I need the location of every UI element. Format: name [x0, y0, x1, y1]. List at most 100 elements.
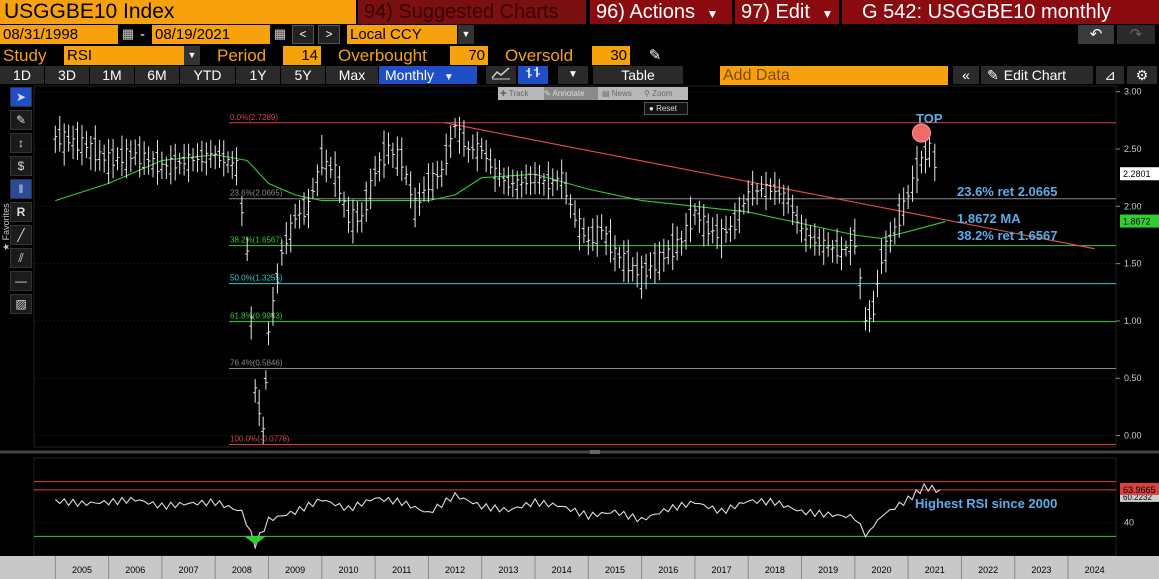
- redo-button[interactable]: ↷: [1117, 25, 1155, 44]
- period-input[interactable]: 14: [283, 46, 321, 65]
- header-bar: USGGBE10 Index 94) Suggested Charts 96) …: [0, 0, 1159, 24]
- ma-annotation: 1.8672 MA: [957, 211, 1021, 226]
- rsi-annotation: Highest RSI since 2000: [915, 496, 1057, 511]
- rsi-last-label: 63.9665: [1123, 485, 1156, 495]
- line-chart-icon[interactable]: [486, 66, 516, 84]
- x-tick-label: 2016: [658, 565, 678, 575]
- date-range-bar: 08/31/1998 ▦ - 08/19/2021 ▦ < > Local CC…: [0, 25, 1159, 45]
- channel-icon[interactable]: ⫽: [10, 248, 32, 268]
- x-tick-label: 2007: [179, 565, 199, 575]
- zoom-button[interactable]: ⚲ Zoom: [644, 87, 684, 100]
- edit-chart-button[interactable]: ✎ Edit Chart: [981, 66, 1093, 84]
- last-ma-tag: [1120, 214, 1159, 228]
- edit-menu[interactable]: 97) Edit ▼: [735, 0, 839, 24]
- price-tick-label: 1.00: [1124, 316, 1142, 326]
- gear-icon[interactable]: ⚙: [1127, 66, 1157, 84]
- x-tick-label: 2019: [818, 565, 838, 575]
- chevron-down-icon: ▼: [706, 7, 719, 21]
- ma-line: [55, 154, 946, 239]
- top-marker: [911, 123, 931, 143]
- period-button-1d[interactable]: 1D: [0, 66, 44, 84]
- x-tick-label: 2015: [605, 565, 625, 575]
- chevron-down-icon: ▼: [821, 7, 834, 21]
- study-select[interactable]: RSI: [64, 46, 184, 65]
- edit-chart-label: Edit Chart: [1003, 67, 1066, 83]
- fib-level-label: 61.8%(0.9943): [230, 312, 283, 321]
- reset-icon: ●: [649, 104, 654, 113]
- percent-tool-icon[interactable]: ↕: [10, 133, 32, 153]
- x-tick-label: 2014: [552, 565, 572, 575]
- rsi-last-tag: [1120, 482, 1159, 495]
- prev-period-button[interactable]: <: [292, 25, 314, 44]
- trendline-icon[interactable]: ╱: [10, 225, 32, 245]
- end-date-field[interactable]: 08/19/2021: [152, 25, 270, 44]
- pointer-icon[interactable]: ➤: [10, 87, 32, 107]
- collapse-icon[interactable]: «: [953, 66, 979, 84]
- price-tick-label: 0.50: [1124, 373, 1142, 383]
- price-panel: [33, 85, 1117, 448]
- dollar-tool-icon[interactable]: $: [10, 156, 32, 176]
- overbought-label: Overbought: [338, 46, 427, 65]
- start-date-field[interactable]: 08/31/1998: [0, 25, 118, 44]
- x-tick-label: 2017: [712, 565, 732, 575]
- period-button-ytd[interactable]: YTD: [180, 66, 235, 84]
- rectangle-icon[interactable]: ▨: [10, 294, 32, 314]
- price-tick-label: 0.00: [1124, 431, 1142, 441]
- track-label: Track: [508, 89, 529, 98]
- period-toolbar: 1D 3D 1M 6M YTD 1Y 5Y Max Monthly ▼ ▼ Ta…: [0, 66, 1159, 85]
- calendar-icon[interactable]: ▦: [273, 26, 287, 41]
- fib-level-label: 0.0%(2.7289): [230, 113, 278, 122]
- track-button[interactable]: ✚ Track: [500, 87, 542, 100]
- bar-chart-icon[interactable]: [518, 66, 548, 84]
- annotate-button[interactable]: ✎ Annotate: [544, 87, 598, 100]
- news-label: News: [611, 89, 632, 98]
- ticker-field[interactable]: USGGBE10 Index: [0, 0, 356, 24]
- period-button-1y[interactable]: 1Y: [236, 66, 280, 84]
- fib-tool-icon[interactable]: ‖: [10, 179, 32, 199]
- calendar-icon[interactable]: ▦: [121, 26, 135, 41]
- chevron-down-icon[interactable]: ▼: [184, 46, 200, 65]
- fib-level-label: 38.2%(1.6567): [230, 236, 283, 245]
- period-label: Period: [217, 46, 267, 65]
- add-data-input[interactable]: Add Data: [720, 66, 948, 85]
- next-period-button[interactable]: >: [318, 25, 340, 44]
- overbought-input[interactable]: 70: [450, 46, 488, 65]
- r-tool-icon[interactable]: R: [10, 202, 32, 222]
- chart-area[interactable]: 3.00 2.50 2.00 1.50 1.00 0.50 0.00 0.0%(2.7289)…: [0, 85, 1159, 579]
- horizontal-line-icon[interactable]: —: [10, 271, 32, 291]
- pencil-icon[interactable]: ✎: [648, 47, 662, 64]
- suggested-charts-button[interactable]: 94) Suggested Charts: [358, 0, 586, 24]
- period-button-1m[interactable]: 1M: [90, 66, 134, 84]
- reset-button[interactable]: ● Reset: [644, 102, 688, 115]
- last-price-label: 2.2801: [1123, 169, 1151, 179]
- currency-select[interactable]: Local CCY: [347, 25, 457, 44]
- x-tick-label: 2008: [232, 565, 252, 575]
- period-button-6m[interactable]: 6M: [135, 66, 179, 84]
- last-price-tag: [1120, 167, 1159, 181]
- pen-icon[interactable]: ✎: [10, 110, 32, 130]
- period-button-3d[interactable]: 3D: [45, 66, 89, 84]
- table-button[interactable]: Table: [593, 66, 683, 84]
- period-button-max[interactable]: Max: [326, 66, 378, 84]
- oversold-input[interactable]: 30: [592, 46, 630, 65]
- frequency-select[interactable]: Monthly ▼: [379, 66, 477, 84]
- chart-settings-icon[interactable]: ⊿: [1096, 66, 1124, 84]
- price-tick-label: 3.00: [1124, 87, 1142, 97]
- fib-level-label: 76.4%(0.5846): [230, 359, 283, 368]
- fib-level-label: 50.0%(1.3255): [230, 274, 283, 283]
- chevron-down-icon[interactable]: ▼: [558, 66, 588, 84]
- x-tick-label: 2005: [72, 565, 92, 575]
- x-tick-label: 2023: [1031, 565, 1051, 575]
- price-tick-label: 1.50: [1124, 259, 1142, 269]
- fib-level-label: 23.6%(2.0665): [230, 189, 283, 198]
- fib-level-label: 100.0%(-0.0778): [230, 434, 290, 443]
- news-button[interactable]: ▤ News: [602, 87, 640, 100]
- magnifier-icon: ⚲: [644, 89, 650, 98]
- rsi-partial-tag: [1120, 491, 1159, 502]
- study-bar: Study RSI ▼ Period 14 Overbought 70 Over…: [0, 46, 1159, 66]
- undo-button[interactable]: ↶: [1078, 25, 1114, 44]
- actions-menu[interactable]: 96) Actions ▼: [590, 0, 732, 24]
- period-button-5y[interactable]: 5Y: [281, 66, 325, 84]
- chevron-down-icon[interactable]: ▼: [458, 25, 474, 44]
- x-tick-label: 2022: [978, 565, 998, 575]
